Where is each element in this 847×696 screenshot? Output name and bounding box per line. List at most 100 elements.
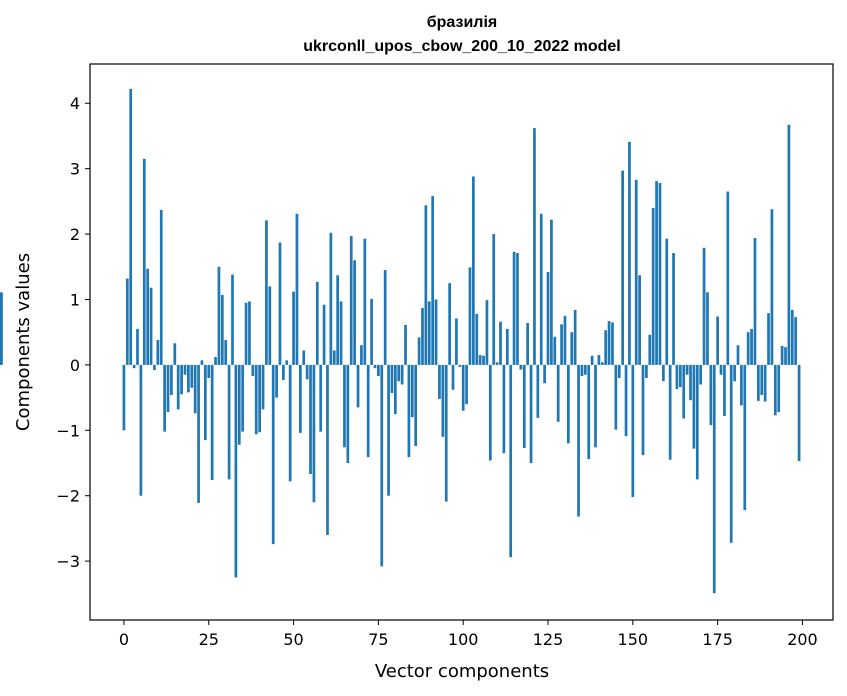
bar-component-37 [248, 301, 251, 365]
bar-component-137 [587, 364, 591, 460]
bar-component-11 [159, 209, 163, 365]
bar-component-127 [553, 336, 557, 365]
bar-component-114 [509, 364, 513, 558]
bar-component-187 [757, 364, 760, 401]
y-tick-label-1: 1 [70, 290, 80, 309]
x-tick-label-75: 75 [368, 630, 388, 649]
x-tick-label-125: 125 [533, 630, 564, 649]
bar-component-190 [767, 313, 770, 365]
bar-component-116 [516, 253, 519, 365]
bar-component-186 [753, 238, 757, 365]
bar-component-31 [227, 364, 231, 480]
bar-component-47 [282, 364, 285, 380]
bar-component-154 [645, 364, 648, 378]
bar-component-166 [685, 364, 689, 375]
bar-component-66 [346, 364, 350, 464]
bar-component-56 [312, 364, 316, 503]
bar-component-41 [261, 364, 265, 410]
x-axis-ticks: 0 25 50 75 100 125 150 175 200 [119, 620, 818, 649]
bar-component-100 [461, 364, 465, 411]
bar-component-185 [750, 328, 753, 365]
bar-component-161 [668, 364, 672, 460]
bar-component-10 [156, 340, 160, 365]
bar-component-113 [505, 328, 509, 365]
bar-component-33 [234, 364, 238, 578]
plot-frame [89, 63, 834, 621]
bar-component-171 [702, 247, 706, 365]
bar-component-3 [132, 364, 136, 369]
bar-component-141 [600, 362, 604, 365]
bar-component-74 [373, 364, 377, 369]
bar-component-120 [529, 364, 533, 464]
bar-component-174 [712, 364, 716, 594]
bar-component-86 [414, 364, 418, 446]
bar-component-64 [339, 301, 343, 365]
bar-component-162 [672, 253, 675, 365]
bar-component-26 [210, 364, 214, 481]
bar-component-38 [251, 364, 255, 377]
bar-component-76 [380, 364, 384, 567]
bar-component-181 [736, 345, 740, 365]
bar-component-92 [434, 299, 438, 365]
bar-component-79 [390, 364, 394, 394]
bar-component-117 [519, 364, 523, 370]
bar-component-25 [207, 364, 211, 378]
bar-component-44 [271, 364, 275, 545]
y-tick-label-4: 4 [70, 94, 80, 113]
bar-component-14 [170, 364, 173, 395]
bar-component-49 [288, 364, 292, 482]
bar-component-122 [536, 364, 540, 418]
bar-component-87 [417, 337, 421, 365]
bar-component-30 [224, 340, 228, 365]
bar-component-8 [149, 287, 153, 365]
bar-component-143 [607, 321, 611, 365]
bar-component-71 [363, 238, 367, 365]
bar-component-107 [485, 300, 489, 365]
bar-component-77 [383, 270, 387, 365]
bar-component-139 [594, 364, 597, 448]
x-tick-label-200: 200 [787, 630, 818, 649]
x-tick-label-100: 100 [448, 630, 479, 649]
bar-component-20 [190, 364, 194, 388]
bar-component-167 [689, 364, 692, 401]
bar-component-157 [655, 181, 658, 365]
bar-component-148 [624, 364, 628, 437]
bar-component-135 [580, 364, 584, 377]
bar-component-95 [444, 364, 448, 502]
bar-component-16 [176, 364, 180, 410]
bar-component-163 [675, 364, 679, 390]
bar-component-27 [214, 357, 217, 365]
bar-component-60 [326, 364, 329, 535]
bar-component-7 [146, 268, 150, 365]
bar-component-119 [526, 323, 530, 365]
bar-component-156 [651, 207, 655, 365]
bar-component-194 [780, 345, 784, 365]
bar-component-46 [278, 242, 282, 365]
bar-component-98 [455, 318, 458, 365]
bar-component-173 [709, 364, 713, 426]
bar-component-108 [488, 364, 492, 461]
bar-component-22 [197, 364, 200, 503]
y-tick-label--2: −2 [56, 487, 80, 506]
bar-component-118 [522, 364, 526, 448]
bar-component-152 [638, 275, 641, 365]
bar-component-57 [315, 281, 319, 365]
bar-component-150 [631, 364, 635, 498]
bar-component-112 [502, 364, 506, 454]
bar-component-89 [424, 205, 428, 365]
bar-component-168 [692, 364, 696, 449]
chart-title-line-1: бразилія [427, 14, 497, 31]
bar-component-9 [153, 364, 156, 371]
bar-component-170 [699, 364, 703, 385]
bar-component-73 [370, 298, 373, 365]
bar-component-189 [763, 364, 767, 402]
bar-component-111 [499, 321, 502, 365]
bar-component-96 [448, 283, 451, 365]
bar-component-88 [421, 307, 424, 365]
bar-component-18 [183, 364, 187, 375]
bar-component-151 [634, 179, 638, 365]
bar-component-131 [567, 364, 570, 444]
bar-component-61 [329, 232, 333, 365]
bar-component-59 [322, 304, 326, 365]
